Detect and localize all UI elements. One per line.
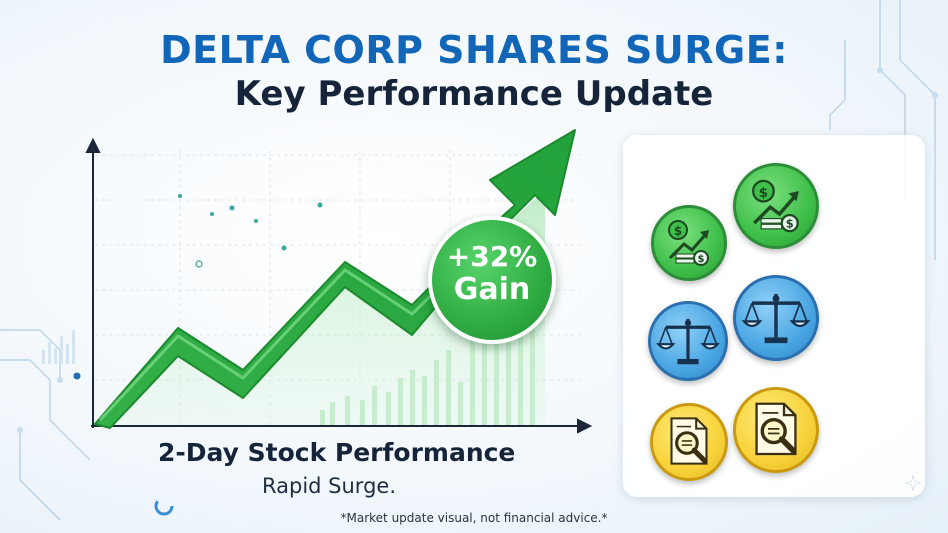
document-search-icon bbox=[733, 387, 819, 473]
svg-text:$: $ bbox=[759, 185, 769, 201]
background-bars bbox=[320, 300, 535, 425]
page-title: DELTA CORP SHARES SURGE: bbox=[160, 28, 788, 72]
page-subtitle: Key Performance Update bbox=[234, 74, 714, 114]
chart-axes bbox=[85, 137, 593, 434]
icon-panel: $ $ $ $ bbox=[623, 135, 925, 497]
finance-growth-icon: $ $ bbox=[651, 205, 727, 281]
chart-subcaption: Rapid Surge. bbox=[262, 474, 396, 498]
svg-text:$: $ bbox=[698, 254, 705, 265]
document-search-icon bbox=[650, 403, 728, 481]
gain-badge: +32% Gain bbox=[428, 216, 556, 344]
disclaimer: *Market update visual, not financial adv… bbox=[340, 511, 608, 525]
balance-scale-icon bbox=[648, 301, 728, 381]
svg-text:$: $ bbox=[786, 217, 794, 231]
sparkle-icon bbox=[905, 475, 921, 491]
svg-text:$: $ bbox=[674, 224, 682, 238]
balance-scale-icon bbox=[733, 275, 819, 361]
finance-growth-icon: $ $ bbox=[733, 163, 819, 249]
scatter-dots bbox=[178, 194, 323, 251]
gain-label: Gain bbox=[453, 272, 531, 307]
gain-percent: +32% bbox=[446, 240, 538, 273]
chart-caption: 2-Day Stock Performance bbox=[158, 438, 516, 467]
